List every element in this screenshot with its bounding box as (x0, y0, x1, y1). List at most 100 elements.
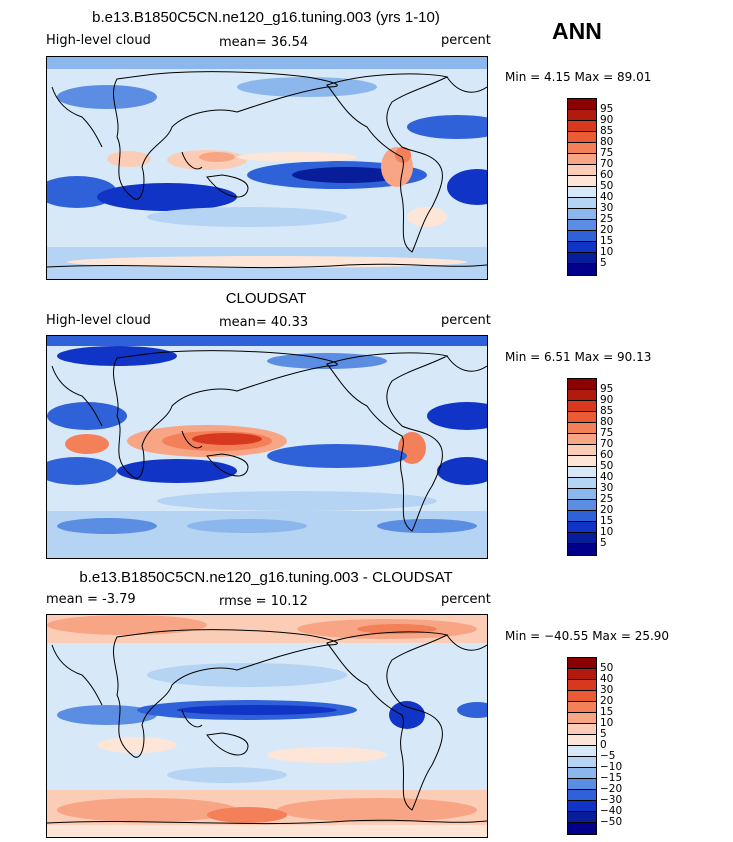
colorbar-tick-label: 80 (600, 416, 614, 428)
colorbar-cell (568, 176, 596, 187)
colorbar-tick-label: −15 (600, 772, 623, 784)
colorbar-tick-label: 85 (600, 125, 614, 137)
colorbar-tick-label: 85 (600, 405, 614, 417)
colorbar-tick-label: 90 (600, 114, 614, 126)
colorbar-tick-label: 60 (600, 169, 614, 181)
colorbar-cell (568, 478, 596, 489)
panel-1-min-max: Min = 4.15 Max = 89.01 (505, 70, 652, 84)
panel-2-units-label: percent (441, 313, 491, 328)
colorbar-cell (568, 412, 596, 423)
colorbar-cell (568, 522, 596, 533)
colorbar-tick-label: 20 (600, 224, 614, 236)
panel-2-colorbar-labels: 95 90 85 80 75 70 60 50 40 30 25 20 15 10 5 (600, 378, 614, 549)
colorbar-cell (568, 823, 596, 834)
colorbar-tick-label: 10 (600, 526, 614, 538)
colorbar-cell (568, 253, 596, 264)
colorbar-tick-label: 10 (600, 246, 614, 258)
panel-2-contour-map (47, 336, 487, 558)
colorbar-tick-label: 5 (600, 728, 607, 740)
season-label: ANN (552, 18, 602, 44)
panel-3-rmse-label: rmse = 10.12 (219, 594, 308, 609)
colorbar-tick-label: 50 (600, 662, 614, 674)
panel-2-title: CLOUDSAT (225, 290, 307, 307)
colorbar-cell (568, 401, 596, 412)
colorbar-cell (568, 198, 596, 209)
colorbar-cell (568, 812, 596, 823)
panel-2-map (46, 335, 488, 559)
colorbar-cell (568, 702, 596, 713)
panel-2-min-max: Min = 6.51 Max = 90.13 (505, 350, 652, 364)
colorbar-cell (568, 220, 596, 231)
panel-3-title: b.e13.B1850C5CN.ne120_g16.tuning.003 - C… (79, 569, 453, 586)
colorbar-tick-label: −30 (600, 794, 623, 806)
colorbar-cell (568, 669, 596, 680)
colorbar-tick-label: −10 (600, 761, 623, 773)
panel-1-units-label: percent (441, 33, 491, 48)
colorbar-tick-label: 80 (600, 136, 614, 148)
colorbar-cell (568, 768, 596, 779)
colorbar-tick-label: −50 (600, 816, 623, 828)
colorbar-cell (568, 658, 596, 669)
colorbar-tick-label: 90 (600, 394, 614, 406)
colorbar-cell (568, 379, 596, 390)
panel-3-mean-label: mean = -3.79 (46, 592, 136, 607)
panel-1-contour-map (47, 57, 487, 279)
colorbar-cell (568, 489, 596, 500)
colorbar-tick-label: 15 (600, 235, 614, 247)
colorbar-tick-label: 40 (600, 673, 614, 685)
colorbar-cell (568, 187, 596, 198)
panel-3-contour-map (47, 615, 487, 837)
colorbar-tick-label: 95 (600, 103, 614, 115)
colorbar-tick-label: 95 (600, 383, 614, 395)
colorbar-tick-label: 0 (600, 739, 607, 751)
colorbar-cell (568, 242, 596, 253)
panel-1-title: b.e13.B1850C5CN.ne120_g16.tuning.003 (yr… (92, 9, 440, 26)
panel-1-colorbar-labels: 95 90 85 80 75 70 60 50 40 30 25 20 15 10 5 (600, 98, 614, 269)
colorbar-cell (568, 165, 596, 176)
colorbar-tick-label: 30 (600, 684, 614, 696)
colorbar-tick-label: −5 (600, 750, 616, 762)
colorbar-tick-label: 50 (600, 460, 614, 472)
colorbar-cell (568, 121, 596, 132)
colorbar-tick-label: 75 (600, 427, 614, 439)
panel-1-mean-label: mean= 36.54 (219, 35, 309, 50)
panel-1-map (46, 56, 488, 280)
colorbar-cell (568, 132, 596, 143)
colorbar-tick-label: 40 (600, 191, 614, 203)
panel-3-units-label: percent (441, 592, 491, 607)
colorbar-cell (568, 445, 596, 456)
colorbar-tick-label: 10 (600, 717, 614, 729)
colorbar-cell (568, 746, 596, 757)
colorbar-cell (568, 456, 596, 467)
panel-3-map (46, 614, 488, 838)
colorbar-cell (568, 231, 596, 242)
colorbar-cell (568, 154, 596, 165)
colorbar-tick-label: 20 (600, 695, 614, 707)
colorbar-cell (568, 544, 596, 555)
colorbar-tick-label: 15 (600, 515, 614, 527)
panel-2-variable-label: High-level cloud (46, 313, 151, 328)
colorbar-tick-label: 50 (600, 180, 614, 192)
colorbar-tick-label: 30 (600, 482, 614, 494)
colorbar-cell (568, 511, 596, 522)
colorbar-cell (568, 99, 596, 110)
panel-1-variable-label: High-level cloud (46, 33, 151, 48)
panel-2-mean-label: mean= 40.33 (219, 315, 309, 330)
colorbar-cell (568, 757, 596, 768)
colorbar-cell (568, 467, 596, 478)
colorbar-cell (568, 691, 596, 702)
colorbar-tick-label: 20 (600, 504, 614, 516)
colorbar-tick-label: 25 (600, 213, 614, 225)
colorbar-tick-label: 75 (600, 147, 614, 159)
colorbar-cell (568, 500, 596, 511)
colorbar-tick-label: 40 (600, 471, 614, 483)
colorbar-cell (568, 143, 596, 154)
colorbar-cell (568, 735, 596, 746)
panel-3-min-max: Min = −40.55 Max = 25.90 (505, 629, 670, 643)
panel-3-colorbar-labels: 50 40 30 20 15 10 5 0 −5 −10 −15 −20 −30 −40 −50 (600, 657, 623, 828)
colorbar-tick-label: 30 (600, 202, 614, 214)
colorbar-tick-label: 5 (600, 537, 607, 549)
colorbar-cell (568, 110, 596, 121)
colorbar-tick-label: 70 (600, 438, 614, 450)
colorbar-tick-label: −20 (600, 783, 623, 795)
